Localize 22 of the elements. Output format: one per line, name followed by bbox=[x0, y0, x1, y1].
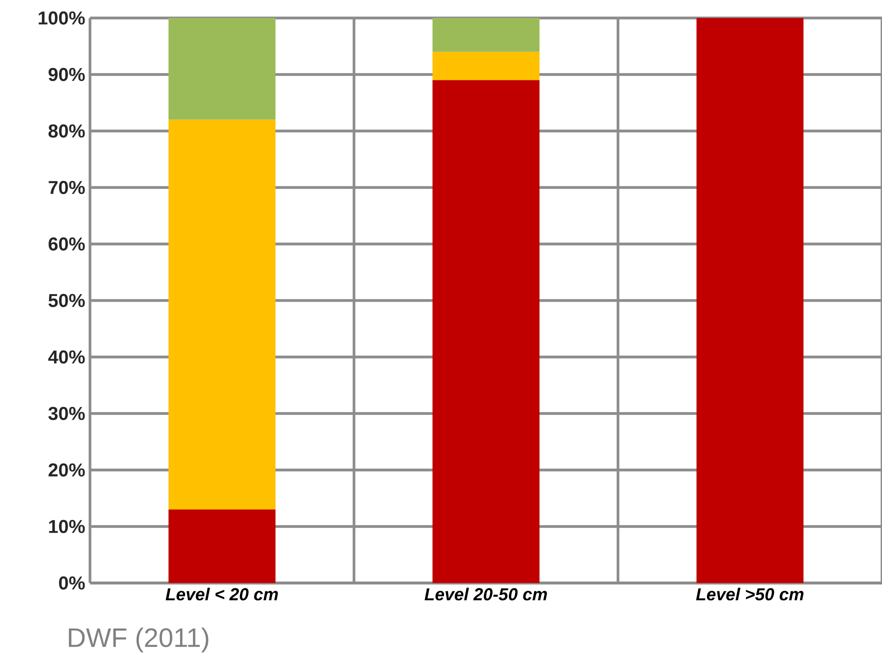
y-tick-label: 0% bbox=[59, 576, 85, 590]
y-tick-label: 70% bbox=[48, 180, 85, 194]
bar bbox=[168, 18, 276, 120]
bar bbox=[696, 18, 804, 583]
y-tick-label: 20% bbox=[48, 463, 85, 477]
y-tick-label: 80% bbox=[48, 124, 85, 138]
text: DWF (2011) bbox=[68, 628, 208, 652]
bar bbox=[432, 52, 540, 80]
bar bbox=[432, 18, 540, 52]
x-tick-label: Level 20-50 cm bbox=[424, 588, 547, 600]
bar bbox=[432, 80, 540, 583]
y-tick-label: 40% bbox=[48, 350, 85, 364]
y-tick-label: 10% bbox=[49, 520, 85, 534]
bar bbox=[168, 120, 276, 510]
y-tick-label: 50% bbox=[48, 294, 85, 308]
y-tick-label: 30% bbox=[48, 406, 85, 420]
y-tick-label: 60% bbox=[48, 237, 85, 251]
x-tick-label: Level < 20 cm bbox=[166, 588, 278, 600]
x-tick-label: Level >50 cm bbox=[696, 588, 804, 600]
y-tick-label: 100% bbox=[38, 11, 85, 25]
y-tick-label: 90% bbox=[48, 68, 85, 82]
bar bbox=[168, 510, 276, 583]
